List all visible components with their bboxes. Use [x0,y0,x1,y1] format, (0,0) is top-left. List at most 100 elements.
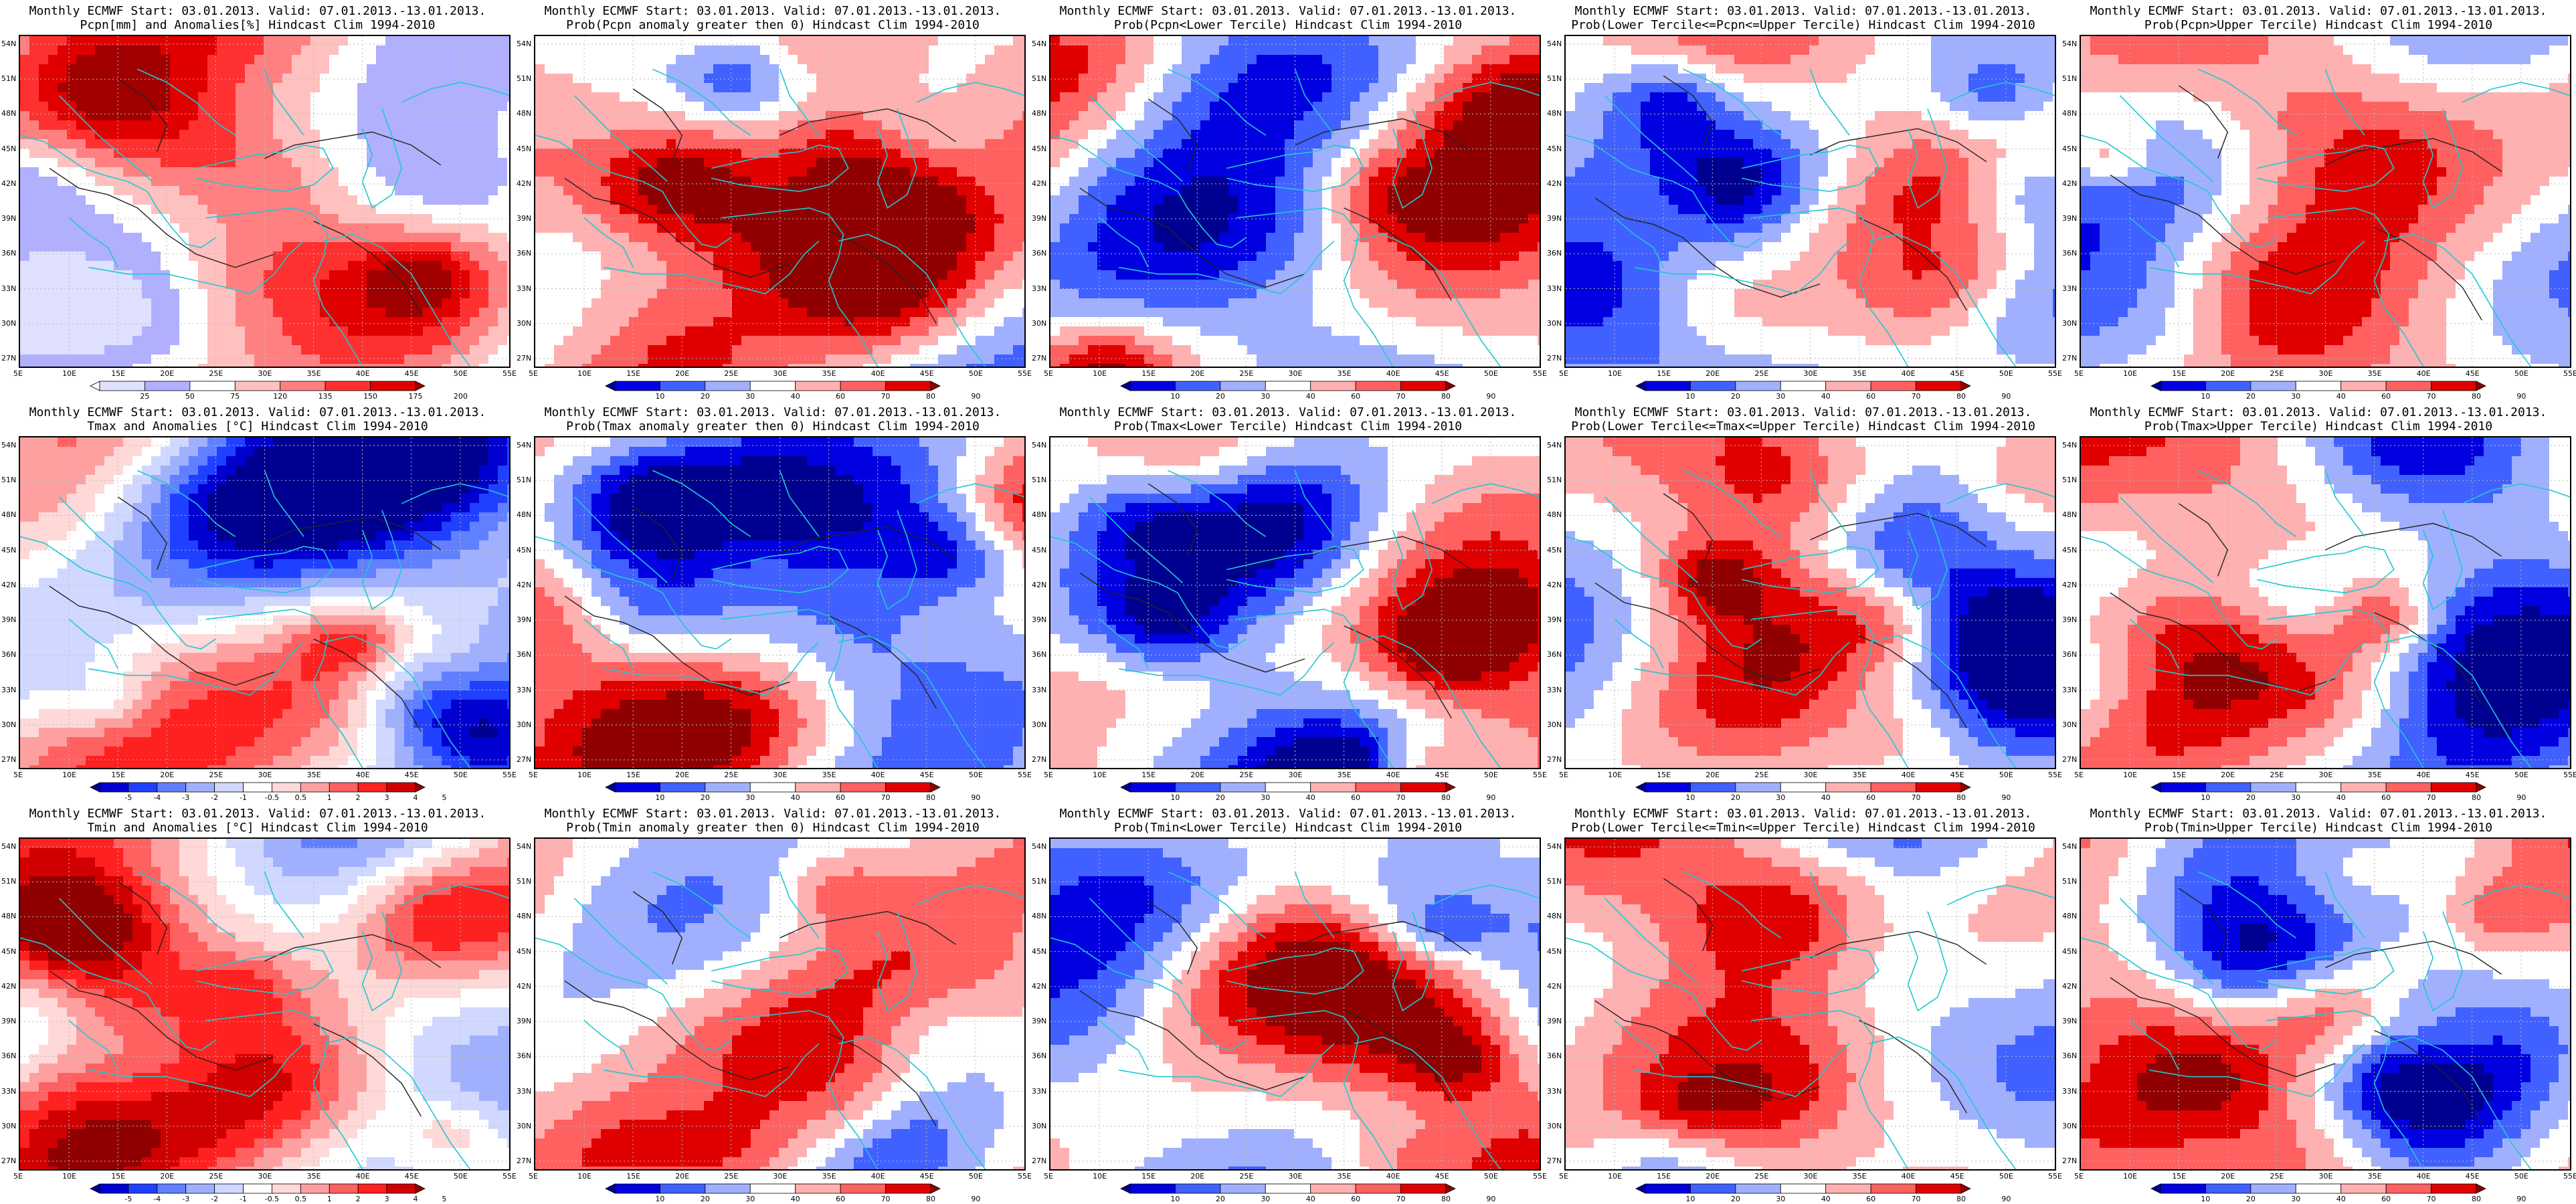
colorbar-swatch [145,381,191,391]
lat-tick-label: 30N [1,720,16,729]
lat-tick-label: 45N [1547,546,1562,555]
lat-tick-label: 33N [1547,284,1562,293]
lon-tick-label: 20E [1706,1172,1720,1181]
map-area [1049,837,1541,1171]
colorbar-swatch [1780,1183,1827,1194]
lat-tick-label: 42N [1,179,16,188]
coastlines [20,68,509,367]
graticule [20,36,509,367]
colorbar-swatch [386,1183,416,1194]
lon-tick-label: 40E [871,369,885,378]
contour-lines [49,78,442,314]
shaded-field [535,36,1024,367]
lat-tick-label: 54N [517,441,531,449]
colorbar-swatch [1175,1183,1221,1194]
colorbar-swatch [370,381,416,391]
shaded-field [20,437,509,768]
colorbar-label: 1 [327,793,332,802]
panel-title-line2: Prob(Lower Tercile<=Tmax<=Upper Tercile)… [1546,419,2061,433]
lon-tick-label: 20E [1190,1172,1204,1181]
shaded-field [2081,839,2570,1169]
lat-tick-label: 51N [1032,476,1046,484]
lat-tick-label: 33N [1547,1087,1562,1096]
colorbar-label: 20 [2246,392,2256,401]
lat-tick-label: 30N [1032,1122,1046,1130]
lon-tick-label: 50E [969,771,983,779]
lon-tick-label: 15E [111,771,125,779]
colorbar-label: 20 [2246,793,2256,802]
lat-tick-label: 30N [1547,319,1562,328]
colorbar-label: -3 [182,1195,189,1203]
lon-tick-label: 30E [2319,369,2333,378]
lat-tick-label: 36N [1032,650,1046,659]
colorbar-label: 60 [1351,1195,1360,1203]
colorbar-swatch [2385,1183,2431,1194]
lon-tick-label: 25E [1754,1172,1768,1181]
lat-tick-label: 39N [2062,214,2077,223]
lat-tick-label: 42N [1547,982,1562,991]
lon-tick-label: 45E [1435,771,1449,779]
colorbar-swatch [1355,782,1401,793]
map-area [2080,35,2571,368]
colorbar-swatch [1645,1183,1691,1194]
colorbar-swatch [660,1183,706,1194]
map-canvas [1566,437,2055,768]
colorbar-label: 20 [701,392,710,401]
colorbar-label: 30 [1776,1195,1785,1203]
contour-lines [1594,493,1987,729]
graticule [535,437,1024,768]
lat-tick-label: 42N [517,179,531,188]
lon-tick-label: 35E [822,771,836,779]
lat-tick-label: 48N [517,510,531,519]
colorbar: 10 20 30 40 60 70 80 90 [1120,1183,1495,1204]
colorbar-swatch [243,782,272,793]
lon-tick-label: 25E [209,1172,223,1181]
coastlines [1050,68,1540,367]
lat-tick-label: 51N [2062,74,2077,83]
lon-tick-label: 55E [1533,369,1547,378]
colorbar-swatch [1735,381,1781,391]
graticule [1050,437,1540,768]
colorbar-label: 25 [140,392,149,401]
colorbar-swatch [128,1183,158,1194]
colorbar-label: 80 [926,793,935,802]
lon-tick-label: 35E [822,369,836,378]
colorbar-label: 10 [655,793,664,802]
lon-tick-label: 40E [1386,771,1400,779]
colorbar-swatch [1265,782,1311,793]
lat-tick-label: 33N [1032,284,1046,293]
colorbar-swatch [128,782,158,793]
colorbar-label: 90 [2516,392,2526,401]
lon-tick-label: 35E [1853,1172,1867,1181]
colorbar-swatch [1635,782,1646,793]
map-area [534,436,1026,769]
map-canvas [2081,839,2570,1169]
colorbar-label: 50 [185,392,195,401]
panel-title-line2: Prob(Tmax anomaly greater then 0) Hindca… [515,419,1030,433]
lat-tick-label: 51N [517,877,531,886]
lat-tick-label: 39N [1,1017,16,1025]
lon-tick-label: 15E [1657,771,1671,779]
lat-tick-label: 27N [1032,1157,1046,1165]
colorbar-swatch [325,381,371,391]
colorbar-swatch [614,1183,660,1194]
colorbar-label: 20 [1731,793,1740,802]
lat-tick-label: 27N [1,1157,16,1165]
lat-tick-label: 39N [1032,1017,1046,1025]
colorbar-label: -2 [211,1195,218,1203]
panel-title-line2: Prob(Tmin<Lower Tercile) Hindcast Clim 1… [1030,821,1546,835]
lon-tick-label: 15E [111,1172,125,1181]
colorbar-swatch [795,381,841,391]
colorbar-label: 20 [1731,392,1740,401]
colorbar-label: -2 [211,793,218,802]
colorbar-swatch [357,1183,387,1194]
map-canvas [1050,437,1540,768]
coastlines [2081,470,2570,768]
graticule [535,839,1024,1169]
colorbar-swatch [2160,1183,2206,1194]
lon-tick-label: 40E [1902,1172,1916,1181]
colorbar-label: 90 [2516,1195,2526,1203]
panel-title-line2: Tmax and Anomalies [°C] Hindcast Clim 19… [0,419,515,433]
colorbar-label: 10 [1685,793,1695,802]
lat-tick-label: 45N [1032,144,1046,153]
